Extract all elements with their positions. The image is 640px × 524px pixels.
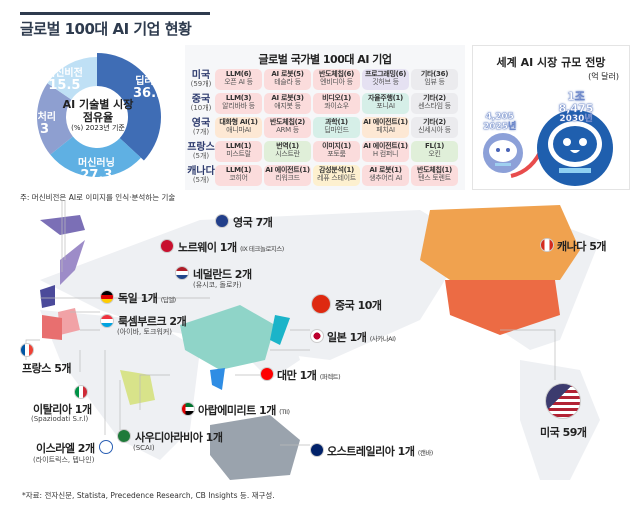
label-norway: 노르웨이 1개 (IX 테크놀로지스) <box>178 241 284 254</box>
table-cell: LLM(3) 알리바바 등 <box>215 92 262 114</box>
label-taiwan: 대만 1개 (퍼렉트) <box>277 369 341 382</box>
donut-chart <box>37 53 161 178</box>
sub-luxembourg: (아이바, 토크워커) <box>117 328 172 336</box>
world-map <box>25 200 600 480</box>
table-cell: 감성분석(1) 레퓨 스테이트 <box>313 164 360 186</box>
footnote: 주: 머신비전은 AI로 이미지를 인식·분석하는 기술 <box>20 193 176 202</box>
label-saudi: 사우디아라비아 1개 <box>135 431 223 444</box>
israel-flag-icon <box>99 440 113 454</box>
table-cell: AI 에이전트(1) H 컴퍼니 <box>362 140 409 162</box>
label-luxembourg: 룩셈부르크 2개 <box>118 315 187 328</box>
canada-flag-icon <box>540 238 554 252</box>
germany-flag-icon <box>100 290 114 304</box>
table-cell: 번역(1) 시스트란 <box>264 140 311 162</box>
table-cell: 반도체칩(1) 텐스 토렌트 <box>411 164 458 186</box>
luxembourg-flag-icon <box>100 314 114 328</box>
table-cell: LLM(6) 오픈 AI 등 <box>215 68 262 90</box>
label-usa: 미국 59개 <box>540 426 587 439</box>
country-name: 프랑스 (5개) <box>187 141 215 160</box>
table-cell: 기타(36) 임뷰 등 <box>411 68 458 90</box>
japan-flag-icon <box>310 329 324 343</box>
taiwan-flag-icon <box>260 367 274 381</box>
table-cell: 과학(1) 딥마인드 <box>313 116 360 138</box>
table-cell: 대화형 AI(1) 애니마AI <box>215 116 262 138</box>
market-title: 세계 AI 시장 규모 전망 <box>496 56 606 69</box>
donut-slice <box>37 83 73 155</box>
page-title: 글로벌 100대 AI 기업 현황 <box>20 20 192 38</box>
norway-flag-icon <box>160 239 174 253</box>
slice-label-machine-learning: 머신러닝 27.3 <box>78 158 115 183</box>
china-flag-icon <box>311 294 331 314</box>
label-italy: 이탈리아 1개 <box>33 403 92 416</box>
table-row: 중국 (10개) LLM(3) 알리바바 등 AI 로봇(3) 애지봇 등 비디오(1) 콰이… <box>187 91 465 115</box>
table-cell: 자율주행(1) 포니AI <box>362 92 409 114</box>
sub-saudi: (SCAI) <box>133 444 155 452</box>
title-rule <box>20 12 210 15</box>
market-forecast-panel: 세계 AI 시장 규모 전망 (억 달러) 4,205 2025년 1조8,475… <box>472 45 630 190</box>
label-israel: 이스라엘 2개 <box>36 442 95 455</box>
table-cell: 비디오(1) 콰이쇼우 <box>313 92 360 114</box>
value-2025: 4,205 2025년 <box>483 112 517 132</box>
value-2030: 1조8,475 2030년 <box>558 90 594 125</box>
source-note: *자료: 전자신문, Statista, Precedence Research… <box>22 491 275 500</box>
label-australia: 오스트레일리아 1개 (캔바) <box>327 445 433 458</box>
table-cell: 프로그래밍(6) 깃허브 등 <box>362 68 409 90</box>
country-name: 캐나다 (5개) <box>187 165 215 184</box>
table-cell: 반도체칩(2) ARM 등 <box>264 116 311 138</box>
table-cell: AI 로봇(1) 생추어리 AI <box>362 164 409 186</box>
table-cell: 기타(2) 센스타임 등 <box>411 92 458 114</box>
table-cell: FL(1) 오킨 <box>411 140 458 162</box>
label-china: 중국 10개 <box>335 299 382 312</box>
table-cell: AI 에이전트(1) 리워크드 <box>264 164 311 186</box>
label-uk: 영국 7개 <box>233 216 273 229</box>
australia-flag-icon <box>310 443 324 457</box>
sub-israel: (라이트릭스, 텝나인) <box>33 456 95 464</box>
donut-slice <box>47 57 97 100</box>
netherlands-flag-icon <box>175 266 189 280</box>
italy-flag-icon <box>74 385 88 399</box>
table-row: 프랑스 (5개) LLM(1) 미스트랄 번역(1) 시스트란 이미지(1) 포토룸 AI 에이… <box>187 139 465 163</box>
table-cell: LLM(1) 코히어 <box>215 164 262 186</box>
robot-illustration <box>483 110 613 186</box>
table-row: 미국 (59개) LLM(6) 오픈 AI 등 AI 로봇(5) 테슬라 등 반도체칩(6)… <box>187 67 465 91</box>
table-row: 캐나다 (5개) LLM(1) 코히어 AI 에이전트(1) 리워크드 감성분석(1) 레퓨 … <box>187 163 465 187</box>
donut-slice <box>50 136 141 178</box>
table-title: 글로벌 국가별 100대 AI 기업 <box>258 53 392 66</box>
donut-center: AI 기술별 시장 점유율 (%) 2023년 기준 <box>62 98 134 133</box>
label-france: 프랑스 5개 <box>22 362 71 375</box>
usa-flag-icon <box>545 383 581 419</box>
sub-netherlands: (유시코, 돌로카) <box>193 281 242 289</box>
slice-label-deep-learning: 딥러닝 36.9 <box>133 76 166 101</box>
donut-slice <box>97 53 161 161</box>
sub-italy: (Spaziodati S.r.l) <box>31 415 89 423</box>
country-name: 미국 (59개) <box>190 69 212 88</box>
table-cell: AI 로봇(3) 애지봇 등 <box>264 92 311 114</box>
table-cell: 반도체칩(6) 엔비디아 등 <box>313 68 360 90</box>
label-germany: 독일 1개 (딥엘) <box>118 292 176 305</box>
label-japan: 일본 1개 (사카나AI) <box>327 331 396 344</box>
label-canada: 캐나다 5개 <box>557 240 606 253</box>
market-unit: (억 달러) <box>588 72 619 81</box>
table-cell: 이미지(1) 포토룸 <box>313 140 360 162</box>
label-netherlands: 네덜란드 2개 <box>193 268 252 281</box>
table-cell: AI 로봇(5) 테슬라 등 <box>264 68 311 90</box>
uae-flag-icon <box>181 402 195 416</box>
country-name: 영국 (7개) <box>191 117 211 136</box>
france-flag-icon <box>20 343 34 357</box>
table-cell: AI 에이전트(1) 페치AI <box>362 116 409 138</box>
saudi-flag-icon <box>117 429 131 443</box>
slice-label-nlp: 자연어처리 20.3 <box>10 112 56 137</box>
country-name: 중국 (10개) <box>190 93 212 112</box>
table-cell: 기타(2) 신세시아 등 <box>411 116 458 138</box>
table-row: 영국 (7개) 대화형 AI(1) 애니마AI 반도체칩(2) ARM 등 과학(1) 딥마인… <box>187 115 465 139</box>
uk-flag-icon <box>215 214 229 228</box>
table-cell: LLM(1) 미스트랄 <box>215 140 262 162</box>
label-uae: 아랍에미리트 1개 (TII) <box>198 404 290 417</box>
slice-label-machine-vision: 머신비전 15.5 <box>46 68 83 93</box>
